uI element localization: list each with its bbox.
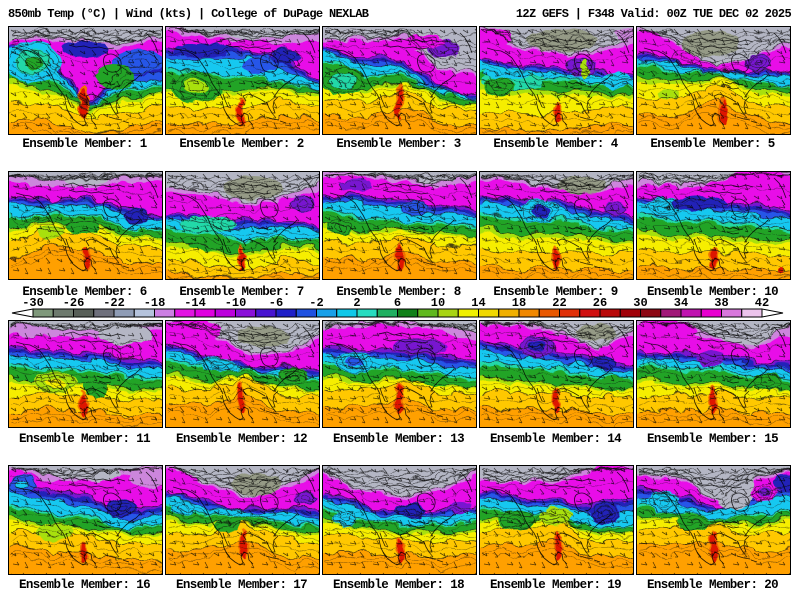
- svg-text:-22: -22: [103, 296, 125, 310]
- svg-text:-18: -18: [144, 296, 166, 310]
- svg-text:42: 42: [755, 296, 769, 310]
- svg-text:-14: -14: [184, 296, 206, 310]
- svg-text:10: 10: [431, 296, 445, 310]
- svg-text:2: 2: [353, 296, 360, 310]
- svg-text:34: 34: [674, 296, 688, 310]
- svg-text:30: 30: [633, 296, 647, 310]
- svg-text:-30: -30: [22, 296, 44, 310]
- svg-text:-2: -2: [309, 296, 323, 310]
- svg-text:-10: -10: [225, 296, 247, 310]
- svg-text:-6: -6: [269, 296, 283, 310]
- svg-text:22: 22: [552, 296, 566, 310]
- svg-text:6: 6: [394, 296, 401, 310]
- svg-text:26: 26: [593, 296, 607, 310]
- svg-text:18: 18: [512, 296, 526, 310]
- svg-text:14: 14: [471, 296, 485, 310]
- svg-text:38: 38: [714, 296, 728, 310]
- svg-text:-26: -26: [63, 296, 85, 310]
